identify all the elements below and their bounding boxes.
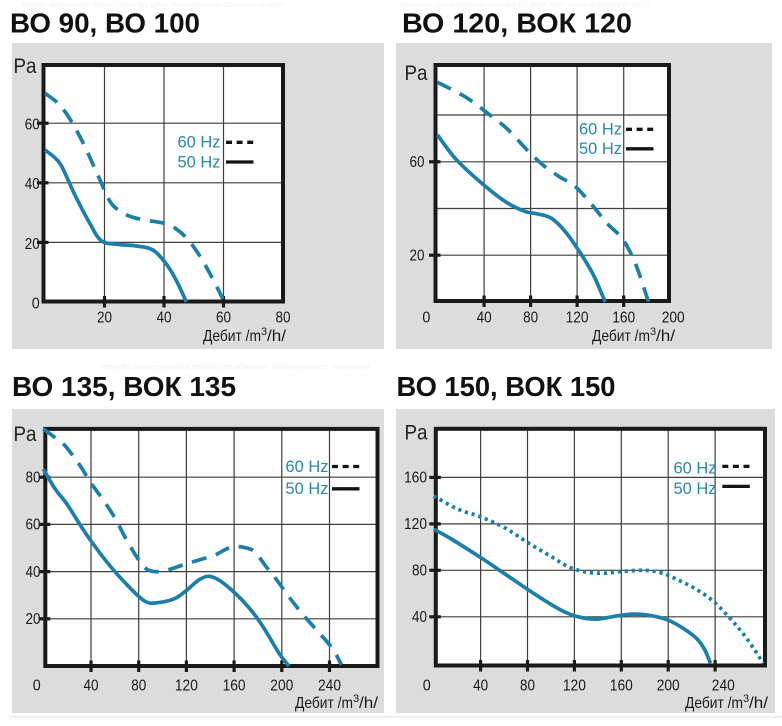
svg-text:серия ВО варианти монтаж детай: серия ВО варианти монтаж детайли специфи… xyxy=(100,363,370,371)
svg-text:60 Hz: 60 Hz xyxy=(579,121,622,139)
svg-text:80: 80 xyxy=(131,678,146,695)
svg-text:20: 20 xyxy=(26,611,41,628)
svg-text:80: 80 xyxy=(26,469,41,486)
svg-text:40: 40 xyxy=(26,564,41,581)
svg-text:200: 200 xyxy=(657,678,680,695)
svg-text:0: 0 xyxy=(423,678,431,695)
svg-text:Дебит /m: Дебит /m xyxy=(685,695,743,712)
svg-text:/h/: /h/ xyxy=(749,695,769,712)
svg-text:120: 120 xyxy=(566,309,589,326)
svg-text:60: 60 xyxy=(25,117,40,134)
svg-text:120: 120 xyxy=(563,678,586,695)
svg-text:техничеки данни статично наляг: техничеки данни статично налягане Pa деб… xyxy=(400,1,651,9)
svg-text:20: 20 xyxy=(410,247,425,264)
svg-text:40: 40 xyxy=(84,678,99,695)
svg-text:3: 3 xyxy=(650,326,656,338)
svg-text:240: 240 xyxy=(318,678,341,695)
svg-text:60 Hz: 60 Hz xyxy=(178,134,221,152)
svg-text:160: 160 xyxy=(404,470,427,487)
svg-text:120: 120 xyxy=(175,678,198,695)
svg-text:40: 40 xyxy=(412,609,427,626)
svg-text:/h/: /h/ xyxy=(359,695,379,712)
svg-text:Pa: Pa xyxy=(14,54,37,78)
svg-text:50 Hz: 50 Hz xyxy=(286,480,329,498)
svg-text:60: 60 xyxy=(410,154,425,171)
svg-text:Каталог вентилятори битови сер: Каталог вентилятори битови серия ВО деби… xyxy=(22,1,284,9)
svg-text:0: 0 xyxy=(32,295,40,312)
svg-text:Pa: Pa xyxy=(405,421,428,445)
svg-text:80: 80 xyxy=(412,563,427,580)
svg-text:40: 40 xyxy=(157,309,172,326)
svg-text:3: 3 xyxy=(743,693,749,705)
svg-text:3: 3 xyxy=(261,326,267,338)
svg-text:Дебит /m: Дебит /m xyxy=(203,328,261,345)
svg-text:160: 160 xyxy=(223,678,246,695)
svg-text:40: 40 xyxy=(473,678,488,695)
svg-text:Pa: Pa xyxy=(14,422,37,446)
svg-text:80: 80 xyxy=(523,309,538,326)
svg-text:1.1: 1.1 xyxy=(8,716,17,722)
svg-text:60 Hz: 60 Hz xyxy=(286,458,329,476)
svg-text:50 Hz: 50 Hz xyxy=(178,154,221,172)
svg-text:ВО 135, ВОК 135: ВО 135, ВОК 135 xyxy=(12,371,236,402)
svg-text:20: 20 xyxy=(97,309,112,326)
svg-text:240: 240 xyxy=(712,678,735,695)
svg-text:200: 200 xyxy=(270,678,293,695)
svg-text:60 Hz: 60 Hz xyxy=(674,459,717,477)
svg-text:Pa: Pa xyxy=(405,61,428,85)
svg-text:40: 40 xyxy=(477,309,492,326)
svg-text:20: 20 xyxy=(25,236,40,253)
svg-text:ВО 120, ВОК 120: ВО 120, ВОК 120 xyxy=(402,8,632,39)
svg-text:80: 80 xyxy=(276,309,291,326)
svg-text:60: 60 xyxy=(26,517,41,534)
svg-text:0: 0 xyxy=(33,678,41,695)
svg-text:ВО 150, ВОК 150: ВО 150, ВОК 150 xyxy=(397,371,616,402)
svg-text:160: 160 xyxy=(612,309,635,326)
svg-text:Дебит /m: Дебит /m xyxy=(592,328,650,345)
svg-text:/h/: /h/ xyxy=(656,328,676,345)
svg-text:80: 80 xyxy=(520,678,535,695)
svg-text:ВО 90, ВО 100: ВО 90, ВО 100 xyxy=(10,8,200,39)
svg-text:0: 0 xyxy=(422,309,430,326)
svg-text:50 Hz: 50 Hz xyxy=(674,480,717,498)
svg-text:120: 120 xyxy=(404,516,427,533)
svg-text:Дебит /m: Дебит /m xyxy=(295,695,353,712)
svg-text:60: 60 xyxy=(216,309,231,326)
svg-text:/h/: /h/ xyxy=(267,328,287,345)
svg-text:50 Hz: 50 Hz xyxy=(579,140,622,158)
svg-text:160: 160 xyxy=(610,678,633,695)
svg-text:3: 3 xyxy=(353,693,359,705)
svg-text:200: 200 xyxy=(662,309,685,326)
svg-text:40: 40 xyxy=(25,176,40,193)
